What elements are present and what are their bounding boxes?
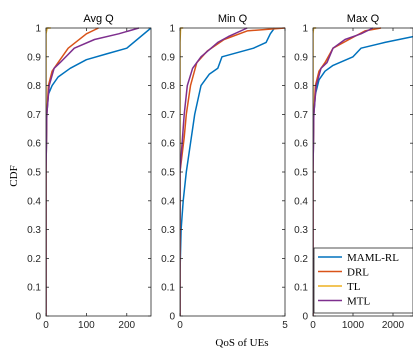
y-tick-label: 1: [169, 24, 175, 35]
y-tick-label: 0: [169, 312, 175, 323]
series-line-mtl: [180, 27, 248, 316]
panel-title: Max Q: [347, 13, 380, 25]
panel-2: 0 0.1 0.2 0.3 0.4 0.5 0.6 0.7 0.8 0.9 1 0 5 Min Q: [161, 13, 288, 331]
x-axis-label: QoS of UEs: [215, 337, 268, 349]
legend-label-maml-rl: MAML-RL: [347, 252, 399, 264]
y-tick-label: 0.6: [27, 139, 41, 150]
x-tick-label: 0: [177, 320, 183, 331]
y-tick-label: 0.8: [27, 81, 41, 92]
y-tick-label: 0.7: [294, 110, 308, 121]
legend-box: [313, 247, 413, 314]
plot-area: [46, 28, 151, 316]
panel-title: Avg Q: [83, 13, 114, 25]
x-tick-label: 1000: [342, 320, 365, 331]
y-tick-label: 0.9: [294, 52, 308, 63]
y-tick-label: 0.1: [161, 283, 175, 294]
y-tick-label: 0.5: [161, 168, 175, 179]
y-tick-label: 1: [302, 24, 308, 35]
x-tick-label: 5: [282, 320, 288, 331]
y-tick-label: 0.1: [294, 283, 308, 294]
x-tick-label: 0: [310, 320, 316, 331]
x-tick-label: 100: [78, 320, 95, 331]
y-tick-label: 0.3: [27, 225, 41, 236]
panel-1: 0 0.1 0.2 0.3 0.4 0.5 0.6 0.7 0.8 0.9 1 0 100 200 Avg …: [27, 13, 152, 331]
x-tick-label: 0: [43, 320, 49, 331]
y-tick-label: 0.2: [161, 254, 175, 265]
legend-label-mtl: MTL: [347, 296, 371, 308]
y-tick-label: 0.6: [294, 139, 308, 150]
y-tick-label: 0.2: [294, 254, 308, 265]
y-axis-label: CDF: [8, 165, 20, 186]
y-tick-label: 0.6: [161, 139, 175, 150]
y-tick-label: 0.7: [27, 110, 41, 121]
x-tick-label: 200: [118, 320, 135, 331]
y-tick-label: 0.8: [294, 81, 308, 92]
y-tick-label: 0.5: [294, 168, 308, 179]
y-tick-label: 1: [35, 24, 41, 35]
series-line-maml-rl: [180, 27, 276, 316]
y-tick-label: 0.7: [161, 110, 175, 121]
y-tick-label: 0.1: [27, 283, 41, 294]
legend-label-drl: DRL: [347, 267, 369, 279]
y-tick-label: 0.5: [27, 168, 41, 179]
y-tick-label: 0.4: [161, 196, 175, 207]
y-tick-label: 0.3: [294, 225, 308, 236]
panel-title: Min Q: [218, 13, 248, 25]
plot-area: [180, 28, 285, 316]
y-tick-label: 0.4: [27, 196, 41, 207]
y-tick-label: 0.8: [161, 81, 175, 92]
y-tick-label: 0: [35, 312, 41, 323]
x-tick-label: 2000: [382, 320, 405, 331]
y-tick-label: 0.9: [161, 52, 175, 63]
legend-label-tl: TL: [347, 281, 361, 293]
y-tick-label: 0.3: [161, 225, 175, 236]
legend: MAML-RL DRL TL MTL: [313, 247, 413, 314]
y-tick-label: 0.4: [294, 196, 308, 207]
y-tick-label: 0.9: [27, 52, 41, 63]
y-tick-label: 0.2: [27, 254, 41, 265]
y-tick-label: 0: [302, 312, 308, 323]
